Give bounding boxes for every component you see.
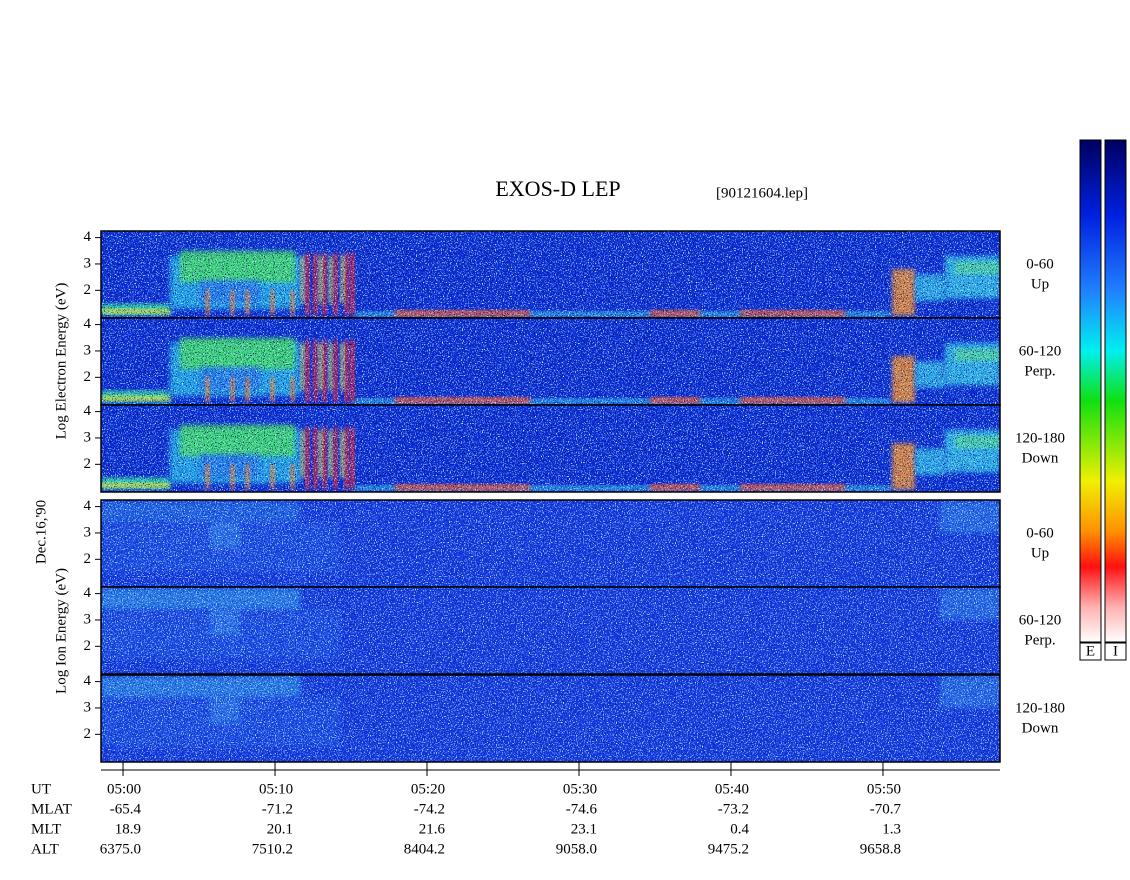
y-tick-label: 2 [84,726,92,742]
pitch-angle-direction: Perp. [1024,632,1055,648]
ephemeris-label: MLT [31,821,61,837]
pitch-angle-direction: Up [1031,276,1049,292]
pitch-angle-label: 60-120 [1019,343,1062,359]
pitch-angle-label: 60-120 [1019,612,1062,628]
ephemeris-value: -70.7 [870,801,902,817]
y-tick-label: 4 [84,673,92,689]
ephemeris-value: -74.2 [414,801,445,817]
ephemeris-label: MLAT [31,801,72,817]
y-tick-label: 4 [84,585,92,601]
file-name: [90121604.lep] [716,185,808,201]
group-label: Log Electron Energy (eV) [53,283,69,440]
speckle [101,405,1000,492]
speckle [101,675,1000,762]
spectrogram-image [101,587,1000,674]
spectrogram-image [101,675,1000,762]
pitch-angle-label: 120-180 [1015,430,1065,446]
y-tick-label: 3 [84,255,92,271]
y-tick-label: 4 [84,229,92,245]
ephemeris-value: 9058.0 [556,841,597,857]
colorbar [1104,139,1127,643]
y-tick-label: 3 [84,342,92,358]
ephemeris-value: 0.4 [730,821,749,837]
spectrogram-image [101,500,1000,587]
colorbar [1079,139,1102,643]
group-label: Log Ion Energy (eV) [53,568,69,694]
colorbar-label: I [1113,643,1118,659]
pitch-angle-direction: Up [1031,545,1049,561]
pitch-angle-label: 0-60 [1026,525,1054,541]
pitch-angle-label: 120-180 [1015,700,1065,716]
y-tick-label: 4 [84,498,92,514]
x-tick-label: 05:20 [411,781,445,797]
ephemeris-value: 18.9 [115,821,141,837]
y-tick-label: 2 [84,551,92,567]
spectrogram-panel [100,674,1001,763]
ephemeris-value: -74.6 [566,801,598,817]
ephemeris-value: -65.4 [110,801,142,817]
colorbar-label: E [1086,643,1095,659]
y-tick-label: 3 [84,524,92,540]
spectrogram-panel [100,230,1001,319]
spectrogram-panel [100,586,1001,675]
ephemeris-label: ALT [31,841,59,857]
ephemeris-label: UT [31,781,51,797]
speckle [101,231,1000,318]
y-tick-label: 2 [84,638,92,654]
ephemeris-value: 9475.2 [708,841,749,857]
speckle [101,500,1000,587]
colorbar-label-box [1079,642,1102,661]
speckle [101,318,1000,405]
spectrogram-panel [100,404,1001,493]
spectrogram-image [101,405,1000,492]
x-tick-label: 05:50 [867,781,901,797]
pitch-angle-label: 0-60 [1026,256,1054,272]
y-tick-label: 3 [84,699,92,715]
ephemeris-value: 1.3 [882,821,901,837]
y-tick-label: 3 [84,429,92,445]
y-tick-label: 4 [84,316,92,332]
y-tick-label: 3 [84,611,92,627]
y-tick-label: 2 [84,282,92,298]
ephemeris-value: 7510.2 [252,841,293,857]
spectrogram-panel [100,499,1001,588]
date-label: Dec.16,'90 [33,500,49,564]
ephemeris-value: 20.1 [267,821,293,837]
y-tick-label: 2 [84,456,92,472]
ephemeris-value: 9658.8 [860,841,901,857]
x-tick-label: 05:40 [715,781,749,797]
panel-frame [100,404,1001,493]
y-tick-label: 4 [84,403,92,419]
spectrogram-panel [100,317,1001,406]
pitch-angle-direction: Perp. [1024,363,1055,379]
x-tick-label: 05:10 [259,781,293,797]
ephemeris-value: 23.1 [571,821,597,837]
panel-frame [100,586,1001,675]
ephemeris-value: 6375.0 [100,841,141,857]
speckle [101,587,1000,674]
ephemeris-value: 21.6 [419,821,446,837]
y-tick-label: 2 [84,369,92,385]
x-tick-label: 05:00 [107,781,141,797]
ephemeris-value: -71.2 [262,801,293,817]
colorbar-label-box [1104,642,1127,661]
spectrogram-image [101,318,1000,405]
panel-frame [100,674,1001,763]
ephemeris-value: -73.2 [718,801,749,817]
pitch-angle-direction: Down [1022,450,1059,466]
ephemeris-value: 8404.2 [404,841,445,857]
x-tick-label: 05:30 [563,781,597,797]
spectrogram-image [101,231,1000,318]
pitch-angle-direction: Down [1022,720,1059,736]
chart-title: EXOS-D LEP [495,176,620,201]
